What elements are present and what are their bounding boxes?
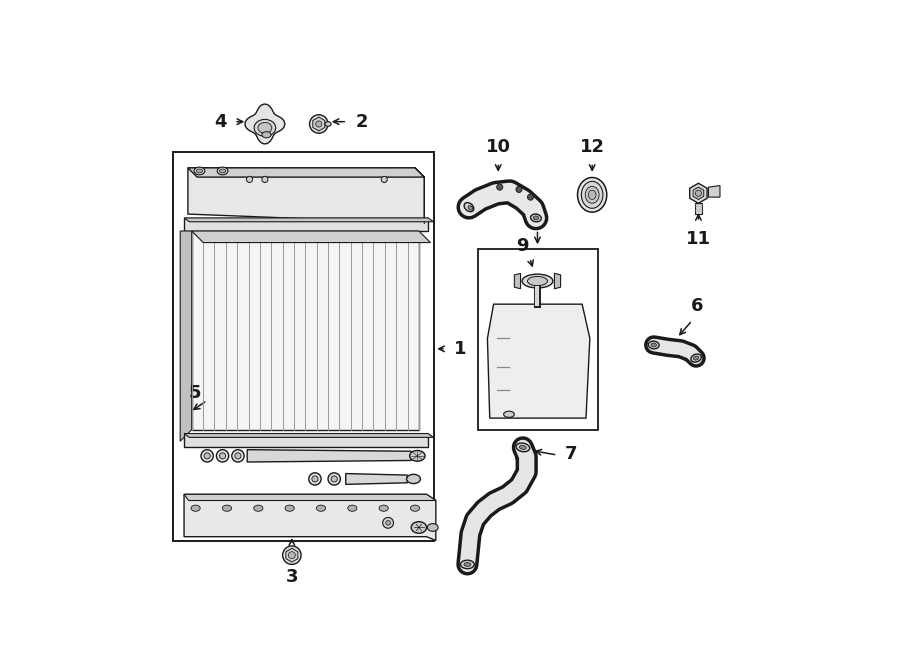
Ellipse shape <box>461 560 474 568</box>
Ellipse shape <box>464 563 471 566</box>
Circle shape <box>220 453 226 459</box>
Circle shape <box>283 546 302 564</box>
Circle shape <box>696 190 701 196</box>
Circle shape <box>201 449 213 462</box>
Ellipse shape <box>222 505 231 512</box>
Ellipse shape <box>254 505 263 512</box>
Circle shape <box>382 176 387 182</box>
Ellipse shape <box>347 505 357 512</box>
Ellipse shape <box>581 181 603 208</box>
Polygon shape <box>184 434 434 438</box>
Bar <box>478 249 598 430</box>
Polygon shape <box>708 186 720 197</box>
Bar <box>173 153 435 541</box>
Polygon shape <box>554 274 561 289</box>
Text: 9: 9 <box>516 237 528 255</box>
Ellipse shape <box>589 190 596 200</box>
Ellipse shape <box>285 505 294 512</box>
Polygon shape <box>184 494 436 541</box>
Ellipse shape <box>411 522 427 533</box>
Text: 10: 10 <box>486 138 510 156</box>
Polygon shape <box>184 494 436 500</box>
Circle shape <box>232 449 244 462</box>
Circle shape <box>527 194 534 200</box>
Circle shape <box>382 518 393 528</box>
Circle shape <box>288 552 295 559</box>
Text: 6: 6 <box>690 297 703 315</box>
Ellipse shape <box>648 341 659 349</box>
Circle shape <box>516 186 522 192</box>
Text: 8: 8 <box>531 206 544 223</box>
Ellipse shape <box>585 186 599 204</box>
Polygon shape <box>184 434 428 447</box>
Circle shape <box>247 176 253 182</box>
Ellipse shape <box>531 214 541 222</box>
Circle shape <box>328 473 340 485</box>
Circle shape <box>262 176 268 182</box>
Ellipse shape <box>578 178 607 212</box>
Ellipse shape <box>217 167 228 175</box>
Text: 5: 5 <box>188 385 201 403</box>
Text: 1: 1 <box>454 340 466 358</box>
Ellipse shape <box>325 122 331 126</box>
Polygon shape <box>188 168 424 177</box>
Ellipse shape <box>220 169 226 173</box>
Text: 7: 7 <box>564 446 577 463</box>
Ellipse shape <box>468 206 472 210</box>
Ellipse shape <box>522 274 553 288</box>
Ellipse shape <box>196 169 202 173</box>
Ellipse shape <box>410 450 425 461</box>
Circle shape <box>309 473 321 485</box>
Ellipse shape <box>519 446 526 449</box>
Bar <box>192 231 418 430</box>
Polygon shape <box>693 187 704 200</box>
Ellipse shape <box>317 505 326 512</box>
Circle shape <box>204 453 211 459</box>
Ellipse shape <box>651 343 656 347</box>
Ellipse shape <box>504 411 515 417</box>
Circle shape <box>310 115 328 134</box>
Ellipse shape <box>191 505 200 512</box>
Text: 11: 11 <box>686 230 711 249</box>
Circle shape <box>497 184 503 190</box>
Polygon shape <box>689 183 707 204</box>
Polygon shape <box>515 274 520 289</box>
Polygon shape <box>184 218 434 222</box>
Text: 12: 12 <box>580 138 605 156</box>
Circle shape <box>235 453 241 459</box>
Circle shape <box>312 476 318 482</box>
Text: 3: 3 <box>285 568 298 586</box>
Circle shape <box>331 476 338 482</box>
Ellipse shape <box>428 524 438 531</box>
Ellipse shape <box>527 276 547 286</box>
Polygon shape <box>180 231 192 442</box>
Circle shape <box>316 121 322 127</box>
Polygon shape <box>313 117 325 131</box>
Ellipse shape <box>694 356 698 360</box>
Text: 2: 2 <box>356 112 368 131</box>
Text: 4: 4 <box>214 112 227 131</box>
Polygon shape <box>188 168 424 223</box>
Ellipse shape <box>254 120 275 136</box>
Ellipse shape <box>516 443 530 451</box>
Polygon shape <box>248 449 411 462</box>
Polygon shape <box>184 218 428 231</box>
Bar <box>695 204 702 214</box>
Polygon shape <box>346 473 408 485</box>
Circle shape <box>386 520 391 525</box>
Ellipse shape <box>464 202 473 212</box>
Ellipse shape <box>410 505 419 512</box>
Ellipse shape <box>407 475 420 484</box>
Polygon shape <box>192 231 430 243</box>
Circle shape <box>216 449 229 462</box>
Ellipse shape <box>194 167 205 175</box>
Ellipse shape <box>262 132 271 138</box>
Polygon shape <box>245 104 285 144</box>
Ellipse shape <box>258 122 272 134</box>
Polygon shape <box>488 304 590 418</box>
Ellipse shape <box>534 216 538 220</box>
Ellipse shape <box>691 354 701 362</box>
Ellipse shape <box>379 505 388 512</box>
Polygon shape <box>286 548 298 562</box>
